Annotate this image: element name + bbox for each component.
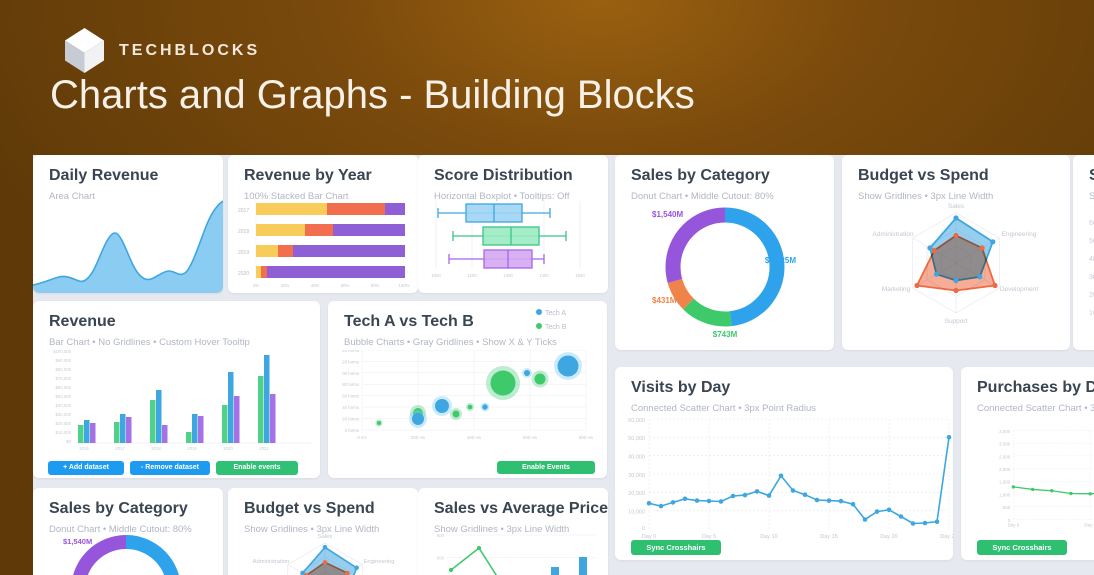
svg-text:120 forms: 120 forms bbox=[342, 359, 359, 364]
svg-text:$20,000: $20,000 bbox=[55, 421, 71, 426]
svg-text:Engineering: Engineering bbox=[364, 559, 395, 565]
svg-text:Day 15: Day 15 bbox=[820, 534, 837, 540]
svg-text:50,000: 50,000 bbox=[628, 436, 645, 442]
svg-text:20%: 20% bbox=[281, 283, 290, 288]
svg-text:Day 0: Day 0 bbox=[1008, 523, 1020, 528]
svg-text:500: 500 bbox=[1003, 505, 1011, 510]
svg-text:2017: 2017 bbox=[115, 446, 125, 451]
svg-text:Administration: Administration bbox=[253, 559, 290, 565]
svg-text:2018: 2018 bbox=[151, 446, 161, 451]
svg-text:1500: 1500 bbox=[575, 273, 585, 278]
svg-text:$50,000: $50,000 bbox=[55, 394, 71, 399]
svg-text:80%: 80% bbox=[371, 283, 380, 288]
svg-text:80 forms: 80 forms bbox=[342, 382, 359, 387]
svg-text:1,500: 1,500 bbox=[999, 480, 1011, 485]
svg-text:Development: Development bbox=[1000, 286, 1038, 293]
svg-text:$1,540M: $1,540M bbox=[63, 537, 92, 546]
svg-text:$40,000: $40,000 bbox=[55, 403, 71, 408]
svg-text:40 forms: 40 forms bbox=[342, 405, 359, 410]
svg-text:$10,000: $10,000 bbox=[55, 430, 71, 435]
svg-text:60,000: 60,000 bbox=[628, 418, 645, 424]
svg-text:Support: Support bbox=[945, 318, 968, 325]
svg-text:30,000: 30,000 bbox=[628, 473, 645, 479]
svg-text:Sales: Sales bbox=[318, 534, 333, 540]
svg-text:Day 25: Day 25 bbox=[940, 534, 953, 540]
svg-text:100%: 100% bbox=[399, 283, 410, 288]
svg-text:2016: 2016 bbox=[79, 446, 89, 451]
svg-text:600: 600 bbox=[437, 533, 445, 538]
svg-text:60%: 60% bbox=[341, 283, 350, 288]
svg-text:60 forms: 60 forms bbox=[342, 394, 359, 399]
svg-text:2018: 2018 bbox=[238, 229, 249, 235]
svg-text:20,000: 20,000 bbox=[628, 491, 645, 497]
svg-text:500: 500 bbox=[437, 556, 445, 561]
svg-text:0 forms: 0 forms bbox=[345, 428, 359, 433]
svg-text:$80,000: $80,000 bbox=[55, 367, 71, 372]
svg-text:Administration: Administration bbox=[872, 231, 914, 238]
svg-text:2020: 2020 bbox=[238, 271, 249, 277]
svg-text:$2,525M: $2,525M bbox=[765, 256, 796, 265]
svg-text:2019: 2019 bbox=[187, 446, 197, 451]
svg-text:3,000: 3,000 bbox=[999, 442, 1011, 447]
svg-text:10,000: 10,000 bbox=[628, 510, 645, 516]
svg-text:Day 10: Day 10 bbox=[760, 534, 777, 540]
svg-text:2,500: 2,500 bbox=[999, 454, 1011, 459]
svg-text:3,500: 3,500 bbox=[999, 429, 1011, 434]
svg-text:1000: 1000 bbox=[431, 273, 441, 278]
svg-text:0%: 0% bbox=[253, 283, 259, 288]
svg-text:600 ms: 600 ms bbox=[523, 435, 537, 440]
svg-text:1300: 1300 bbox=[503, 273, 513, 278]
svg-text:0 ms: 0 ms bbox=[357, 435, 366, 440]
svg-text:1400: 1400 bbox=[539, 273, 549, 278]
svg-text:2020: 2020 bbox=[223, 446, 233, 451]
svg-text:2021: 2021 bbox=[259, 446, 269, 451]
svg-text:400 ms: 400 ms bbox=[467, 435, 481, 440]
svg-text:Day 5: Day 5 bbox=[1084, 523, 1094, 528]
svg-text:1200: 1200 bbox=[467, 273, 477, 278]
svg-text:140 forms: 140 forms bbox=[342, 350, 359, 353]
svg-text:Day 20: Day 20 bbox=[880, 534, 897, 540]
svg-text:Marketing: Marketing bbox=[882, 286, 911, 293]
svg-text:$431M: $431M bbox=[652, 296, 677, 305]
svg-text:$70,000: $70,000 bbox=[55, 376, 71, 381]
svg-text:40%: 40% bbox=[311, 283, 320, 288]
svg-text:800 ms: 800 ms bbox=[579, 435, 593, 440]
svg-text:$743M: $743M bbox=[713, 330, 738, 337]
svg-text:2017: 2017 bbox=[238, 208, 249, 214]
svg-text:100 forms: 100 forms bbox=[342, 371, 359, 376]
svg-text:$0: $0 bbox=[66, 439, 71, 444]
svg-text:Engineering: Engineering bbox=[1002, 231, 1037, 238]
svg-text:200 ms: 200 ms bbox=[411, 435, 425, 440]
svg-text:$90,000: $90,000 bbox=[55, 358, 71, 363]
svg-text:2019: 2019 bbox=[238, 250, 249, 256]
svg-text:40,000: 40,000 bbox=[628, 455, 645, 461]
svg-text:0: 0 bbox=[642, 526, 645, 532]
svg-text:$100,000: $100,000 bbox=[53, 349, 72, 354]
svg-text:20 forms: 20 forms bbox=[342, 416, 359, 421]
svg-text:$60,000: $60,000 bbox=[55, 385, 71, 390]
svg-text:1,000: 1,000 bbox=[999, 492, 1011, 497]
svg-text:Sales: Sales bbox=[948, 203, 965, 210]
svg-text:2,000: 2,000 bbox=[999, 467, 1011, 472]
svg-text:$1,540M: $1,540M bbox=[652, 210, 683, 219]
svg-text:$30,000: $30,000 bbox=[55, 412, 71, 417]
